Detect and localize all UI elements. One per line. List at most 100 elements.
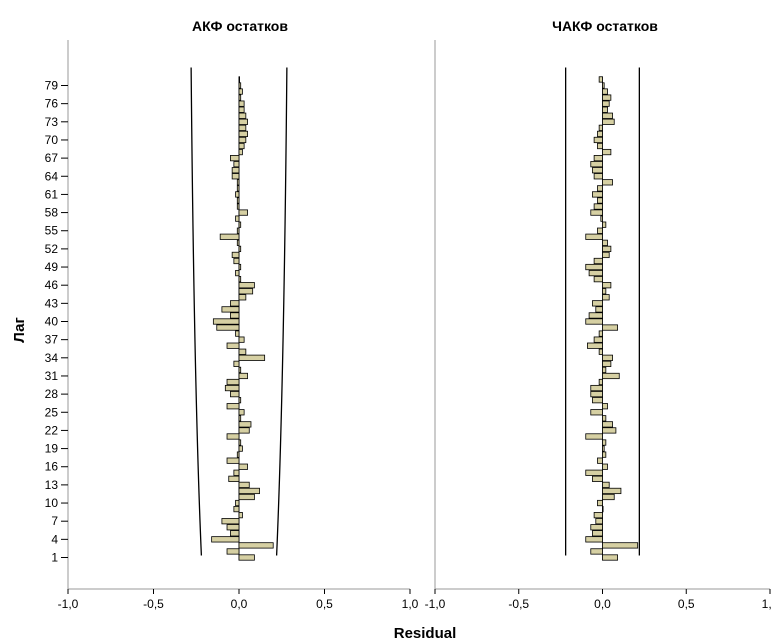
- acf-upper-confidence-bound: [275, 67, 288, 556]
- pacf-bar: [592, 475, 603, 482]
- lag-tick-label: 67: [45, 151, 59, 165]
- pacf-bar: [597, 130, 603, 138]
- pacf-bar: [585, 536, 603, 543]
- pacf-bar: [602, 245, 612, 252]
- acf-bar: [238, 354, 266, 361]
- acf-bar: [238, 372, 248, 380]
- pacf-bar: [602, 94, 612, 101]
- acf-bar: [216, 324, 240, 331]
- pacf-bar: [592, 191, 603, 198]
- y-axis-label: Лаг: [11, 317, 28, 343]
- acf-bar: [235, 269, 240, 277]
- pacf-bar: [602, 421, 613, 428]
- pacf-bar: [593, 257, 603, 265]
- lag-tick-label: 16: [45, 460, 59, 474]
- pacf-bar: [593, 136, 603, 144]
- acf-bar: [238, 427, 250, 434]
- acf-panel: -1,0 -0,5 0,0 0,5 1,0: [58, 40, 419, 611]
- pacf-bar: [602, 324, 618, 331]
- pacf-bar: [602, 493, 615, 501]
- acf-bar: [236, 203, 240, 210]
- lag-tick-label: 40: [45, 315, 59, 329]
- acf-bar: [238, 148, 243, 156]
- pacf-bar: [593, 276, 603, 283]
- pacf-bar: [602, 445, 605, 452]
- pacf-bar: [602, 179, 613, 186]
- acf-bar: [228, 475, 240, 482]
- pacf-bar: [602, 354, 613, 361]
- pacf-bar: [593, 155, 603, 162]
- acf-bar: [236, 227, 240, 234]
- pacf-bar: [602, 282, 612, 289]
- pacf-bar: [602, 463, 608, 470]
- acf-bar: [238, 124, 247, 131]
- acf-bar: [236, 179, 240, 186]
- acf-bar: [230, 391, 240, 398]
- acf-bar: [235, 499, 240, 507]
- acf-bar: [238, 487, 260, 495]
- lag-tick-label: 34: [45, 351, 59, 365]
- pacf-bar: [602, 505, 604, 513]
- lag-tick-label: 1: [51, 551, 58, 565]
- acf-bar: [212, 318, 240, 325]
- pacf-bar: [592, 530, 603, 537]
- acf-bar: [235, 215, 240, 222]
- lag-tick-label: 46: [45, 278, 59, 292]
- acf-bar: [235, 330, 240, 337]
- acf-bar: [238, 221, 242, 228]
- lag-tick-label: 4: [51, 532, 58, 546]
- pacf-bar: [602, 542, 639, 549]
- acf-bar: [236, 185, 240, 192]
- pacf-bar: [602, 554, 618, 561]
- pacf-bar: [593, 336, 603, 343]
- acf-bar: [238, 100, 245, 107]
- acf-bar: [238, 112, 247, 119]
- acf-bar: [233, 161, 240, 168]
- lag-tick-label: 70: [45, 133, 59, 147]
- pacf-x-tick-label: 0,5: [678, 597, 695, 611]
- acf-bar: [238, 209, 248, 216]
- acf-bar: [230, 155, 240, 162]
- pacf-bar: [602, 360, 612, 367]
- pacf-bar: [600, 215, 603, 222]
- pacf-bar: [592, 167, 603, 174]
- pacf-bar: [602, 118, 615, 125]
- pacf-bar: [592, 300, 603, 307]
- acf-bar: [238, 366, 242, 374]
- pacf-panel: -1,0 -0,5 0,0 0,5 1,0: [425, 40, 771, 611]
- acf-bar: [233, 505, 240, 513]
- acf-bar: [238, 82, 242, 89]
- pacf-x-tick-label: -0,5: [508, 597, 529, 611]
- pacf-bar: [588, 269, 603, 277]
- pacf-bar: [587, 342, 603, 349]
- acf-bar: [238, 94, 242, 101]
- pacf-bar: [602, 251, 610, 259]
- acf-bar: [226, 457, 240, 464]
- pacf-bar: [602, 427, 617, 434]
- acf-bar: [238, 421, 252, 428]
- acf-x-tick-label: -0,5: [143, 597, 164, 611]
- pacf-bar: [590, 409, 603, 416]
- lag-tick-label: 64: [45, 169, 59, 183]
- acf-bar: [238, 88, 243, 95]
- pacf-bar: [585, 469, 603, 476]
- pacf-bar: [585, 318, 603, 325]
- pacf-bar: [602, 239, 608, 246]
- acf-lower-confidence-bound: [190, 67, 203, 556]
- lag-tick-label: 43: [45, 296, 59, 310]
- pacf-bar: [598, 330, 603, 337]
- lag-tick-label: 37: [45, 333, 59, 347]
- pacf-bar: [588, 312, 603, 319]
- pacf-bar: [597, 197, 603, 204]
- acf-x-tick-label: 1,0: [402, 597, 419, 611]
- lag-tick-label: 49: [45, 260, 59, 274]
- pacf-bar: [585, 433, 603, 440]
- acf-bar: [231, 167, 240, 174]
- pacf-bar: [602, 288, 607, 295]
- pacf-bar: [593, 203, 603, 210]
- pacf-bar: [602, 366, 607, 374]
- acf-bar: [230, 312, 240, 319]
- pacf-bar: [602, 439, 607, 446]
- acf-bar: [221, 518, 240, 525]
- acf-bar: [238, 263, 242, 271]
